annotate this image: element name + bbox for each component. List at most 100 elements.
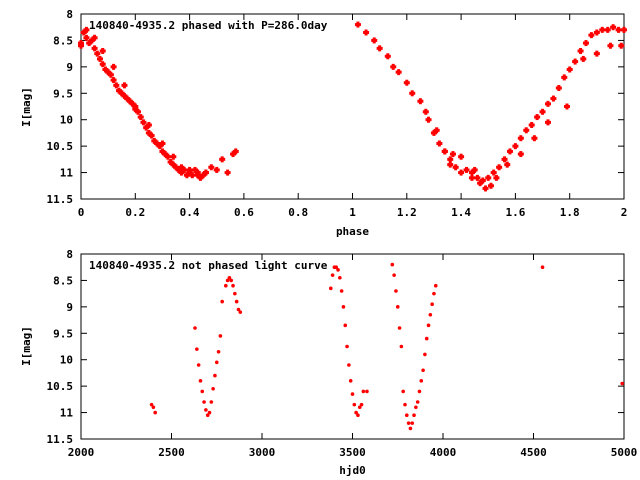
data-point xyxy=(213,373,217,378)
data-point xyxy=(390,262,395,267)
data-point-bar xyxy=(110,78,117,82)
data-point-bar xyxy=(363,31,370,34)
y-tick-label: 9 xyxy=(66,301,73,314)
data-point xyxy=(330,273,335,277)
data-point-bar xyxy=(517,136,524,140)
data-point-bar xyxy=(181,168,188,172)
data-point xyxy=(421,368,425,373)
data-point-bar xyxy=(577,49,584,53)
data-point-bar xyxy=(170,163,177,167)
y-axis-label: I[mag] xyxy=(20,326,33,366)
data-point xyxy=(200,389,205,394)
data-point-bar xyxy=(143,126,150,130)
data-point-bar xyxy=(159,149,166,153)
data-point-bar xyxy=(482,186,489,190)
data-point-bar xyxy=(474,176,481,180)
data-point xyxy=(218,334,223,338)
data-point-bar xyxy=(129,102,136,106)
data-point-bar xyxy=(458,171,465,175)
data-point-bar xyxy=(178,171,185,175)
data-point-bar xyxy=(208,165,215,169)
data-point xyxy=(433,283,438,288)
data-series xyxy=(78,21,627,192)
data-point-bar xyxy=(471,168,478,172)
x-tick-label: 2000 xyxy=(68,446,95,459)
data-point xyxy=(231,283,235,288)
data-point-bar xyxy=(99,49,106,53)
data-point-bar xyxy=(506,149,513,153)
y-tick-label: 11.5 xyxy=(47,433,74,446)
data-point xyxy=(356,413,360,418)
data-point-bar xyxy=(78,44,84,48)
data-point-bar xyxy=(94,52,101,56)
data-point xyxy=(352,402,357,407)
x-tick-label: 0.2 xyxy=(125,206,145,219)
x-axis-label: phase xyxy=(336,225,369,238)
data-point xyxy=(202,400,206,404)
data-point-bar xyxy=(135,110,142,114)
data-point-bar xyxy=(485,176,492,180)
data-point-bar xyxy=(409,91,416,95)
data-point-bar xyxy=(477,181,484,185)
data-point xyxy=(392,273,396,277)
data-point-bar xyxy=(417,99,424,103)
data-point-bar xyxy=(610,25,617,29)
data-point-bar xyxy=(126,99,133,103)
data-point-bar xyxy=(154,142,161,145)
data-point xyxy=(395,305,400,309)
x-tick-label: 2 xyxy=(621,206,628,219)
x-tick-label: 1.2 xyxy=(397,206,417,219)
data-point xyxy=(211,386,215,391)
data-point-bar xyxy=(479,179,486,182)
data-series xyxy=(149,262,624,431)
data-point xyxy=(359,402,364,407)
chart-title: 140840-4935.2 not phased light curve xyxy=(89,259,328,272)
data-point-bar xyxy=(449,152,456,156)
data-point xyxy=(196,363,201,367)
data-point xyxy=(209,400,214,404)
y-axis-label: I[mag] xyxy=(20,87,33,127)
data-point xyxy=(430,302,434,307)
x-tick-label: 1 xyxy=(349,206,356,219)
data-point xyxy=(233,291,237,296)
y-tick-label: 8.5 xyxy=(53,274,73,287)
data-point-bar xyxy=(528,123,535,127)
data-point xyxy=(397,326,402,330)
data-point xyxy=(348,379,353,383)
data-point xyxy=(220,299,224,304)
data-point-bar xyxy=(83,28,90,32)
data-point xyxy=(357,405,362,410)
data-point-bar xyxy=(178,165,185,169)
data-point-bar xyxy=(496,165,503,169)
data-point-bar xyxy=(580,57,587,61)
x-tick-label: 0.8 xyxy=(288,206,308,219)
data-point xyxy=(216,349,221,354)
x-tick-label: 2500 xyxy=(158,446,185,459)
data-point xyxy=(405,413,409,418)
data-point-bar xyxy=(436,142,443,145)
data-point xyxy=(149,402,154,407)
data-point-bar xyxy=(534,115,541,119)
data-point-bar xyxy=(183,173,190,177)
y-tick-label: 8.5 xyxy=(53,34,73,47)
phased-light-curve-panel: 8 8.5 9 9.5 10 10.5 11 11.5 0 0.2 0.4 0.6 0.8 1 1.2 1.4… xyxy=(20,8,627,238)
data-point-bar xyxy=(512,144,519,148)
data-point-bar xyxy=(118,91,125,95)
data-point-bar xyxy=(88,38,95,42)
data-point-bar xyxy=(132,105,139,108)
data-point-bar xyxy=(145,123,152,127)
y-tick-label: 10.5 xyxy=(47,140,74,153)
data-point-bar xyxy=(105,70,112,74)
data-point-bar xyxy=(213,168,220,172)
data-point-bar xyxy=(162,152,169,156)
x-tick-label: 1.6 xyxy=(505,206,525,219)
data-point xyxy=(347,363,351,367)
data-point xyxy=(343,323,348,328)
data-point xyxy=(338,275,342,280)
data-point-bar xyxy=(425,118,432,122)
data-point-bar xyxy=(588,33,595,37)
data-point xyxy=(403,402,407,407)
data-point-bar xyxy=(607,44,614,48)
data-point-bar xyxy=(572,60,579,64)
